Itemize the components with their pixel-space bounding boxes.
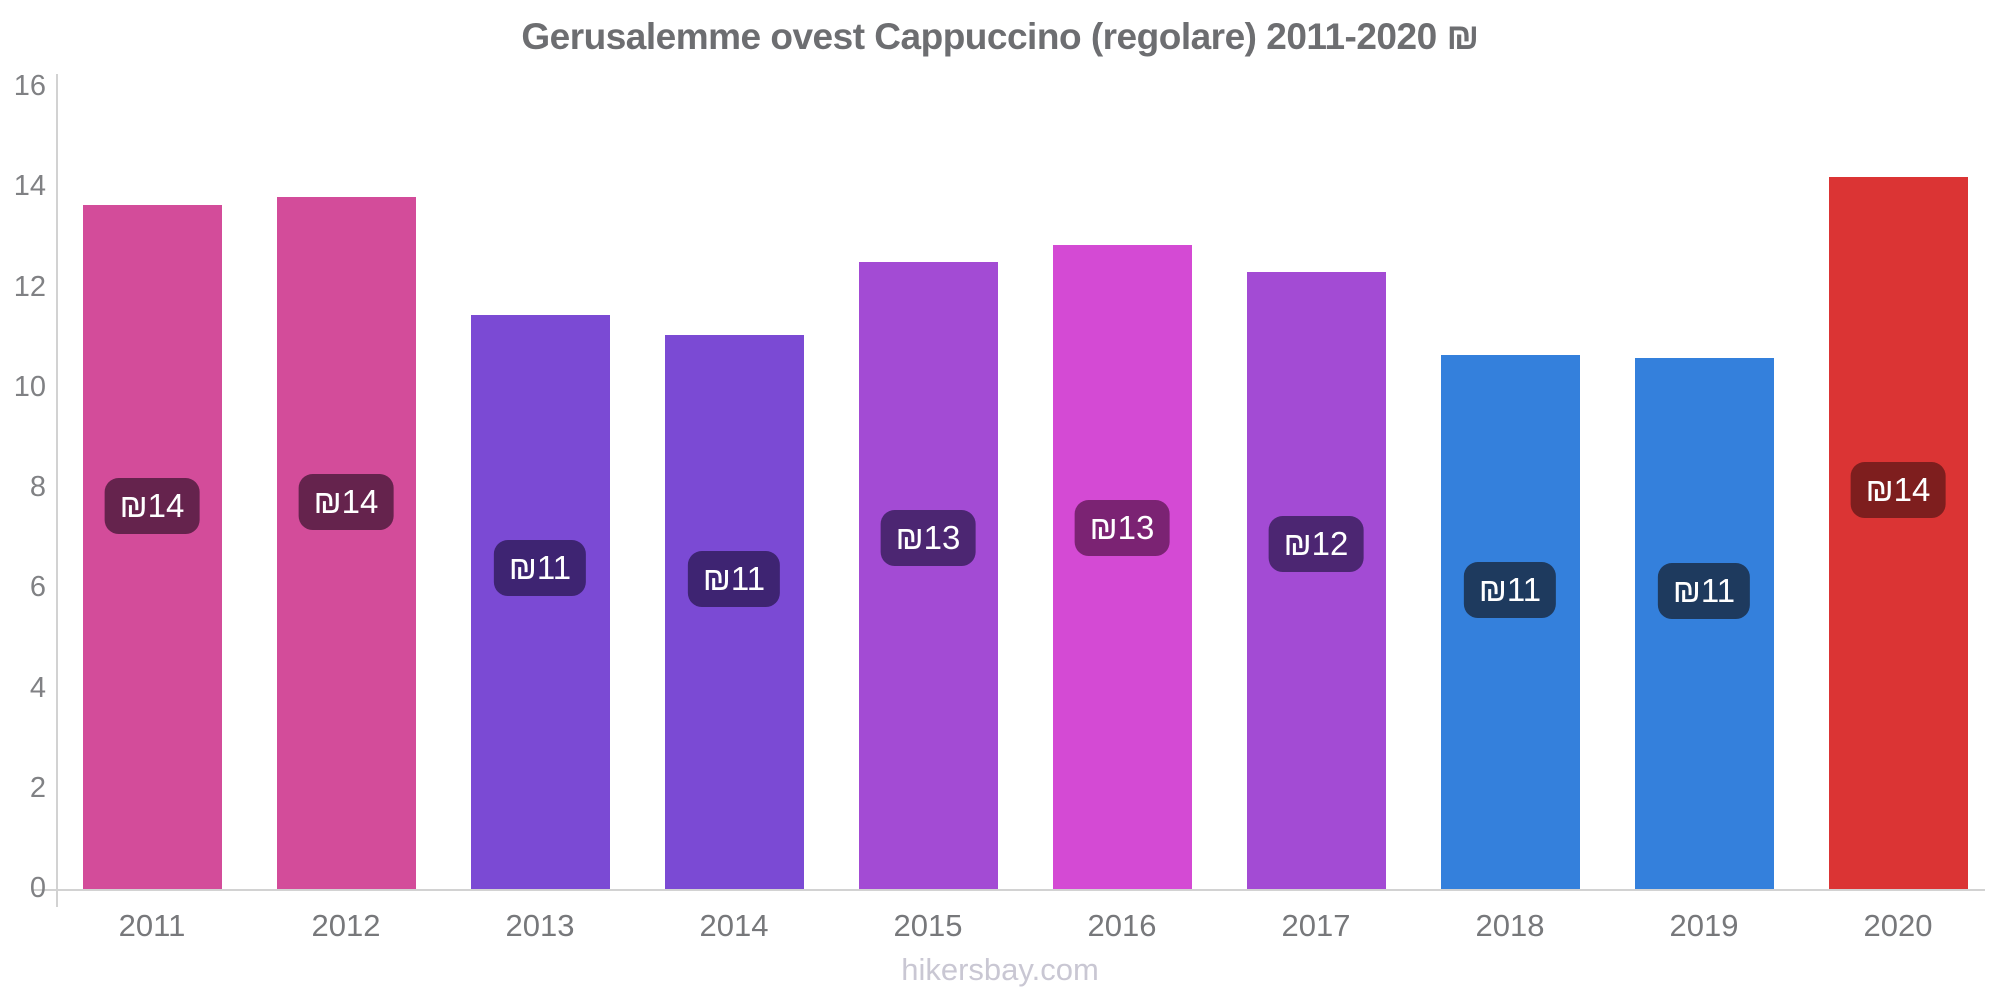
chart-title: Gerusalemme ovest Cappuccino (regolare) …: [521, 16, 1479, 57]
bar-2018: [1440, 355, 1580, 889]
x-axis-label-2016: 2016: [1087, 908, 1157, 943]
y-tick-label-0: 0: [29, 872, 46, 904]
bar-value-badge-2013: ₪11: [493, 539, 587, 596]
x-axis-label-2019: 2019: [1669, 908, 1739, 943]
x-axis-label-2014: 2014: [699, 908, 769, 943]
bar-2011: [82, 204, 222, 889]
bar-2019: [1634, 357, 1774, 889]
x-axis-label-2012: 2012: [311, 908, 381, 943]
bar-value-badge-2019: ₪11: [1657, 563, 1751, 620]
y-tick-label-14: 14: [13, 170, 46, 203]
bar-value-badge-2016: ₪13: [1074, 500, 1170, 557]
x-axis-line: [56, 889, 1985, 891]
bar-value-badge-2017: ₪12: [1268, 515, 1364, 572]
y-tick-label-4: 4: [29, 671, 46, 704]
bar-value-badge-2011: ₪14: [104, 477, 200, 534]
watermark-hikersbay: hikersbay.com: [901, 952, 1099, 987]
y-tick-label-16: 16: [13, 70, 46, 102]
bar-2012: [276, 197, 416, 889]
x-axis-label-2011: 2011: [118, 908, 186, 943]
y-tick-label-8: 8: [29, 471, 46, 503]
x-axis-label-2020: 2020: [1863, 908, 1933, 943]
bar-2020: [1828, 177, 1968, 889]
bar-value-badge-2020: ₪14: [1850, 462, 1946, 519]
bar-2017: [1246, 272, 1386, 889]
bar-value-badge-2018: ₪11: [1463, 562, 1557, 619]
x-axis-label-2013: 2013: [505, 908, 575, 943]
bar-2016: [1052, 244, 1192, 889]
y-tick-label-6: 6: [29, 571, 46, 604]
y-tick-label-10: 10: [13, 370, 46, 403]
zero-tick-mark: [32, 889, 56, 891]
bar-value-badge-2012: ₪14: [298, 473, 394, 530]
bar-value-badge-2015: ₪13: [880, 510, 976, 567]
bar-value-badge-2014: ₪11: [687, 550, 781, 607]
bar-2015: [858, 262, 998, 889]
x-axis-label-2018: 2018: [1475, 908, 1545, 943]
x-axis-label-2017: 2017: [1281, 908, 1351, 943]
y-axis-line: [56, 74, 58, 907]
bar-2013: [470, 315, 610, 889]
y-tick-label-2: 2: [29, 771, 46, 804]
x-axis-label-2015: 2015: [893, 908, 963, 943]
bar-2014: [664, 335, 804, 889]
y-tick-label-12: 12: [13, 270, 46, 303]
